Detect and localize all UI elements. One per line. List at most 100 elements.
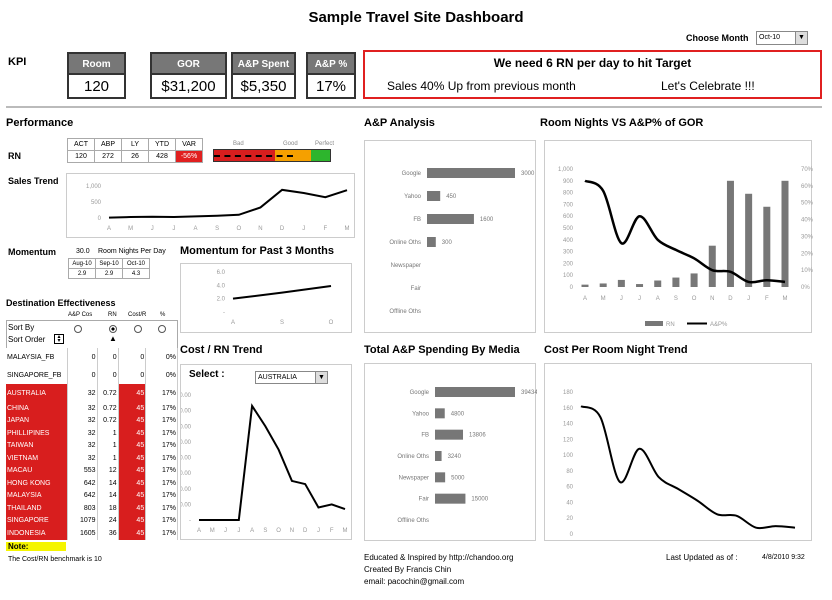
bullet-label-perfect: Perfect: [315, 141, 335, 147]
ap-cost: 32: [67, 414, 98, 427]
data-label: 3000: [521, 171, 535, 177]
y2-tick-label: 50%: [801, 201, 813, 207]
rn: 12: [97, 464, 119, 477]
bar: [427, 191, 441, 201]
momentum-unit: Room Nights Per Day: [98, 248, 166, 255]
percent: 17%: [145, 489, 178, 502]
dest-header-cost: Cost/R: [128, 312, 147, 318]
destination-row: MALAYSIA_FB 0 0 0 0%: [6, 348, 178, 366]
cost-per-rn: 45: [118, 514, 147, 527]
x-tick-label: M: [210, 528, 215, 534]
x-tick-label: O: [276, 528, 281, 534]
rn: 14: [97, 477, 119, 490]
x-tick-label: J: [237, 528, 240, 534]
ap-percent-line: [584, 179, 786, 284]
performance-title: Performance: [6, 117, 74, 129]
bullet-progress: [214, 155, 293, 157]
destination-row: TAIWAN 32 1 45 17%: [6, 439, 178, 452]
month-select[interactable]: Oct-10 ▼: [756, 31, 808, 45]
series-line: [108, 188, 348, 219]
ap-cost: 0: [67, 366, 98, 384]
sort-order-spinner[interactable]: ▴ ▾: [54, 334, 64, 344]
value-cell: 428: [148, 150, 176, 163]
y-tick-label: 300: [563, 250, 574, 256]
y-tick-label: 0: [570, 285, 574, 291]
header-cell: ACT: [67, 138, 95, 151]
x-tick-label: N: [290, 528, 294, 534]
legend-swatch-rn: [645, 321, 663, 326]
sort-radio-pct[interactable]: [158, 325, 166, 333]
data-label: 13806: [469, 433, 486, 439]
x-tick-label: S: [263, 528, 267, 534]
sales-trend-chart: 0 500 1,000 A M J J A S O N D J F M: [66, 173, 355, 238]
sort-order-label: Sort Order: [8, 335, 46, 344]
header-cell: VAR: [175, 138, 203, 151]
x-tick-label: J: [172, 226, 175, 232]
chevron-down-icon[interactable]: ▼: [315, 372, 327, 383]
rn-bar: [581, 284, 589, 287]
note-label: Note:: [6, 542, 66, 551]
rn: 0: [97, 348, 119, 366]
y-tick-label: 60.00: [181, 424, 192, 430]
dest-header-pct: %: [160, 312, 166, 318]
bar: [435, 472, 446, 483]
sort-radio-cost[interactable]: [134, 325, 142, 333]
y-tick-label: 6.0: [217, 270, 226, 276]
cost-per-rn: 45: [118, 489, 147, 502]
kpi-value: 120: [83, 78, 110, 95]
destination-select[interactable]: AUSTRALIA ▼: [255, 371, 328, 384]
chevron-down-icon[interactable]: ▼: [795, 32, 807, 44]
ap-cost: 1605: [67, 527, 98, 540]
header-cell: ABP: [94, 138, 122, 151]
destination-row: THAILAND 803 18 45 17%: [6, 502, 178, 515]
cprn-title: Cost Per Room Night Trend: [544, 344, 688, 356]
value-cell: 26: [121, 150, 149, 163]
y-tick-label: 10.00: [181, 502, 192, 508]
kpi-label: Room Night: [69, 54, 124, 91]
destination-name: MACAU: [6, 464, 68, 477]
sort-radio-ap[interactable]: [74, 325, 82, 333]
y2-tick-label: 0%: [801, 285, 810, 291]
cost-per-rn: 45: [118, 452, 147, 465]
sort-radio-rn[interactable]: [109, 325, 117, 333]
data-label: 5000: [451, 475, 465, 481]
destination-row: SINGAPORE_FB 0 0 0 0%: [6, 366, 178, 384]
category-label: Newspaper: [399, 475, 429, 481]
x-tick-label: M: [601, 296, 606, 302]
cost-rn-title: Cost / RN Trend: [180, 344, 263, 356]
series-line: [199, 403, 346, 521]
bullet-band-perfect: [311, 150, 330, 161]
y-tick-label: 20.00: [181, 487, 192, 493]
cost-per-rn: 45: [118, 527, 147, 540]
destination-name: SINGAPORE_FB: [6, 366, 68, 384]
rn: 0: [97, 366, 119, 384]
kpi-value: 17%: [315, 78, 347, 95]
cprn-chart: 020406080100120140160180AMJJASONDJFM: [544, 363, 812, 548]
rn-bar: [781, 180, 789, 287]
x-tick-label: A: [231, 320, 235, 326]
x-tick-label: M: [345, 226, 350, 232]
category-label: Google: [410, 390, 430, 396]
ap-cost: 32: [67, 439, 98, 452]
performance-table: ACT ABP LY YTD VAR 120 272 26 428 -56%: [67, 138, 203, 163]
x-tick-label: F: [330, 528, 334, 534]
rn: 36: [97, 527, 119, 540]
y2-tick-label: 40%: [801, 218, 813, 224]
rn: 18: [97, 502, 119, 515]
x-tick-label: M: [783, 296, 788, 302]
rn-bar: [672, 277, 680, 287]
momentum-title: Momentum: [8, 247, 56, 257]
x-tick-label: M: [343, 528, 348, 534]
destination-name: CHINA: [6, 402, 68, 415]
total-ap-title: Total A&P Spending By Media: [364, 344, 520, 356]
rn: 1: [97, 452, 119, 465]
rn-bar: [763, 206, 771, 287]
destination-name: JAPAN: [6, 414, 68, 427]
x-tick-label: A: [583, 296, 587, 302]
bar: [435, 387, 515, 397]
series-line: [580, 405, 796, 530]
category-label: FB: [421, 433, 429, 439]
destination-name: THAILAND: [6, 502, 68, 515]
bar: [435, 493, 466, 504]
rn-bar: [636, 284, 644, 287]
